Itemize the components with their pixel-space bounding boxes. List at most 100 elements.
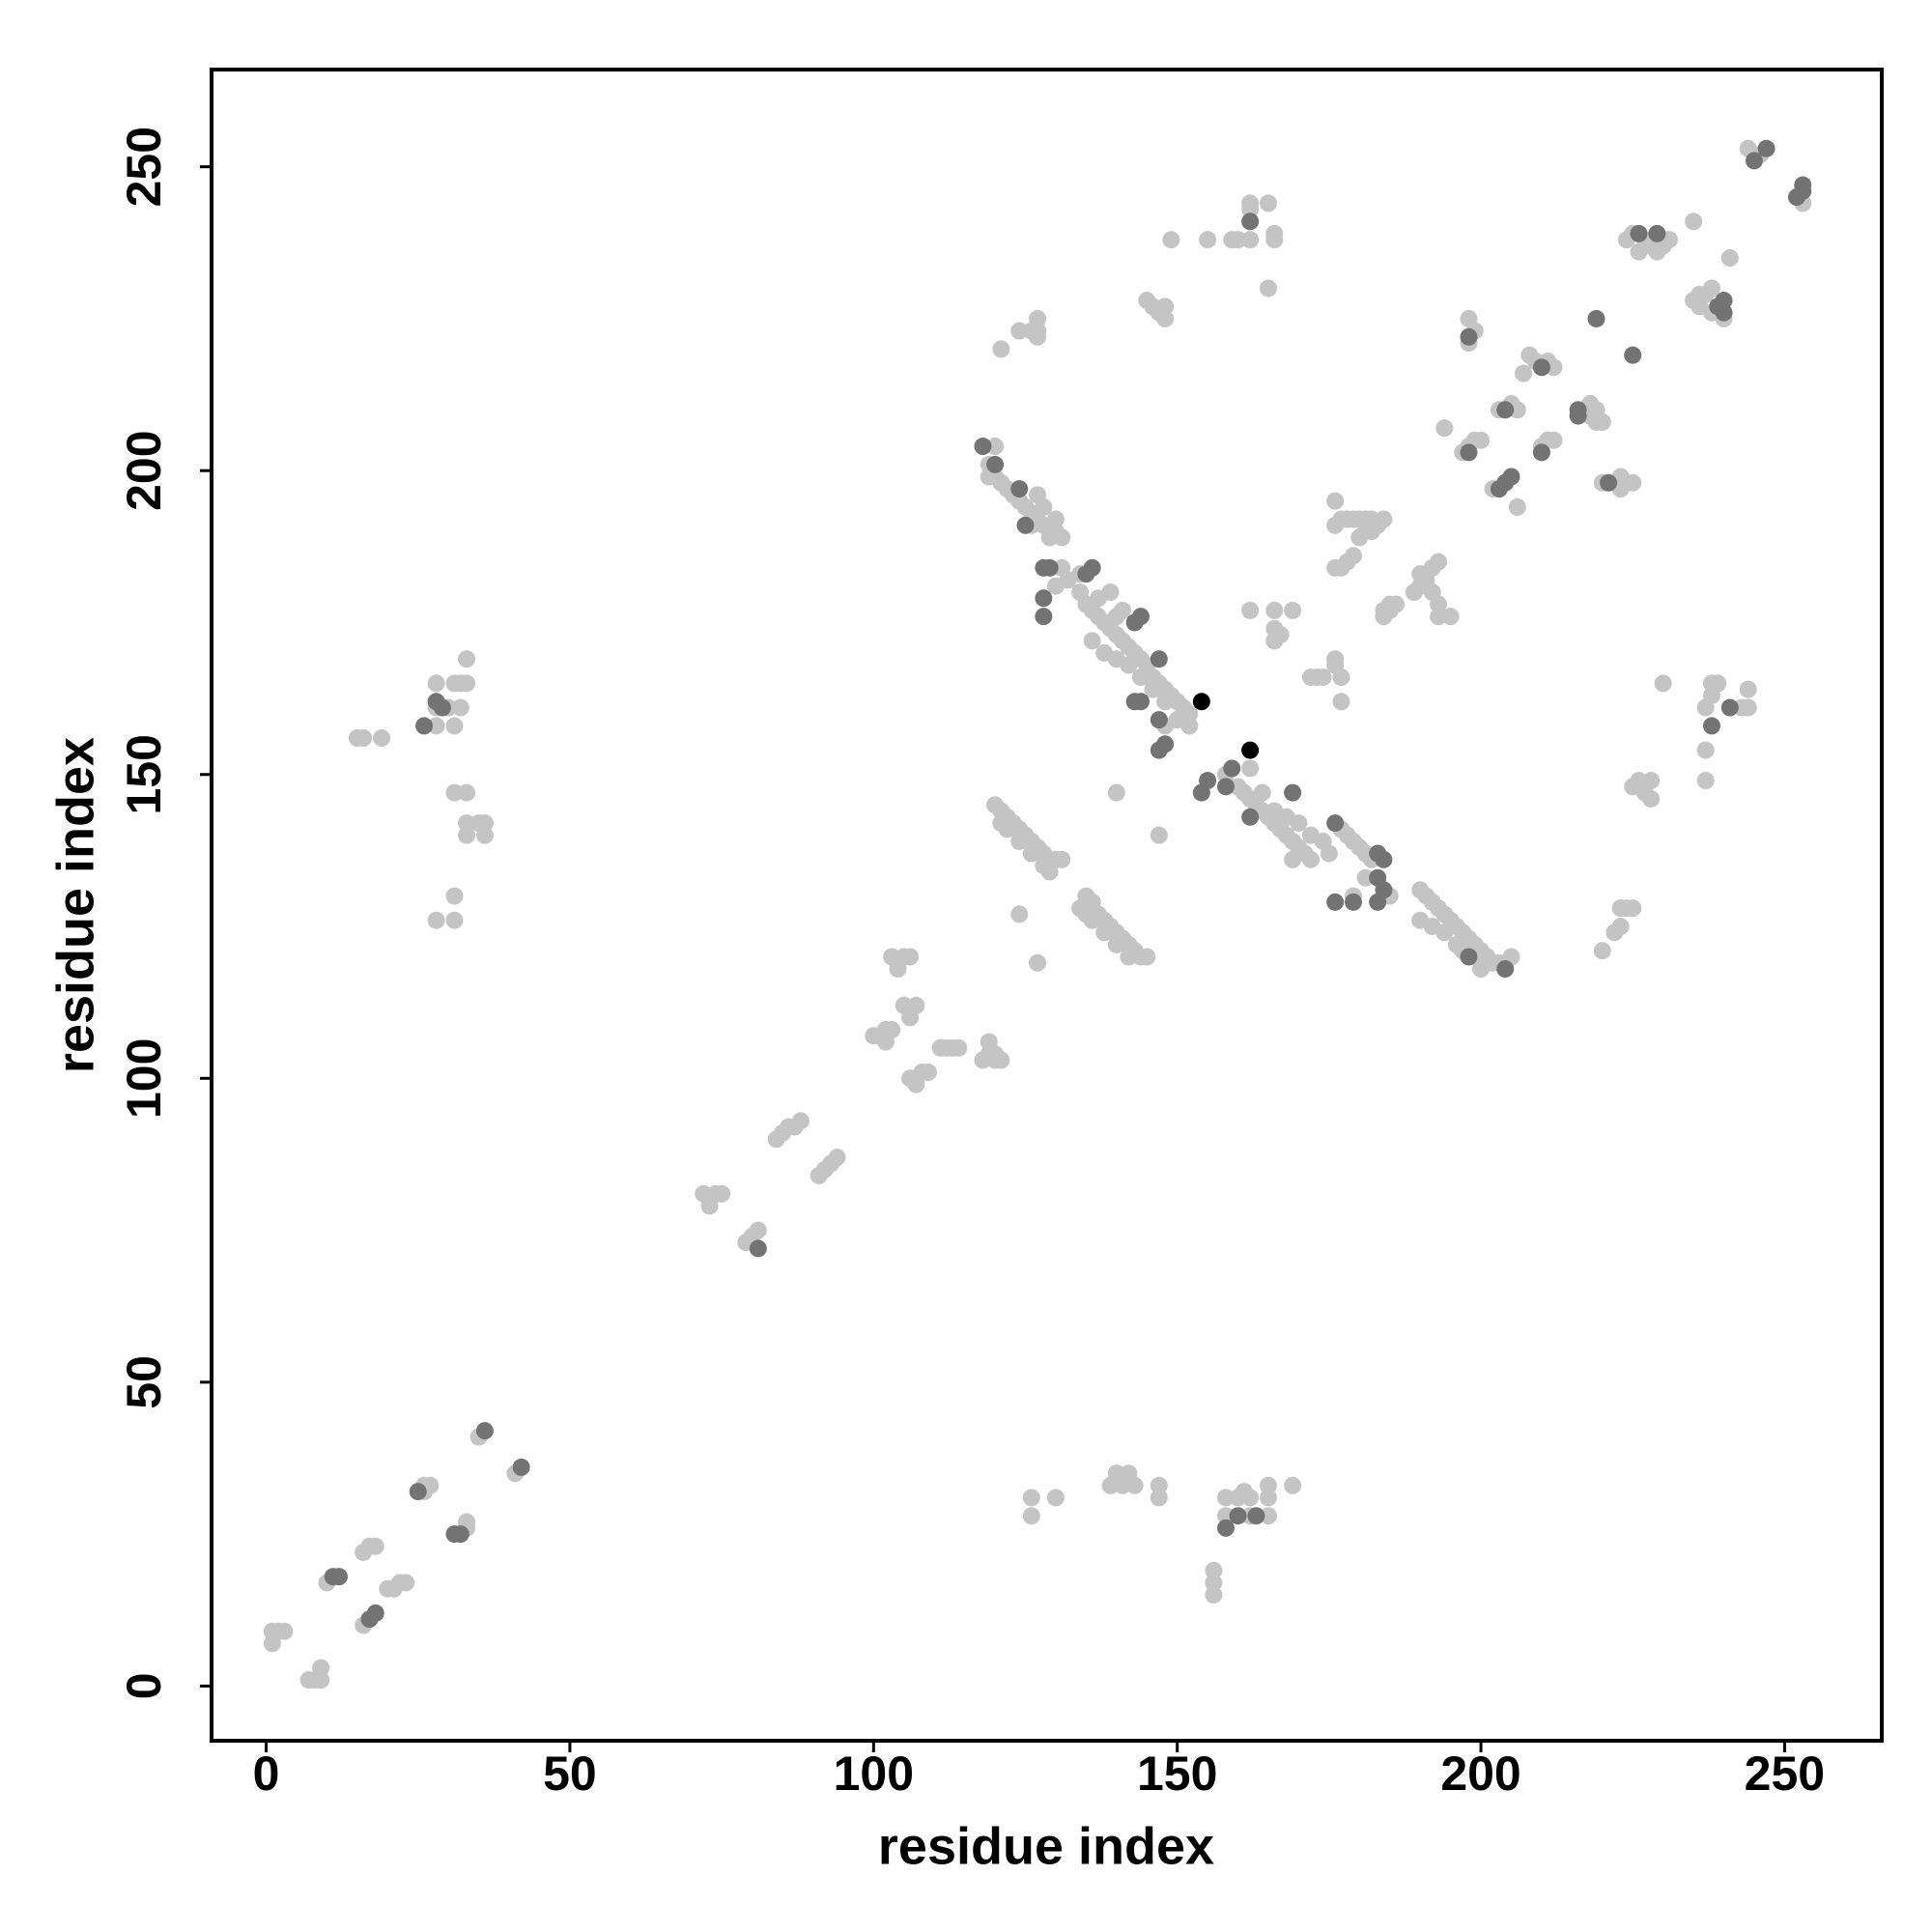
point: [458, 674, 476, 693]
point: [1114, 601, 1132, 619]
point: [1016, 516, 1035, 534]
point: [1326, 893, 1345, 911]
point: [1508, 497, 1526, 516]
point: [1040, 863, 1059, 881]
point: [1326, 650, 1345, 668]
point: [427, 911, 445, 929]
point: [749, 1221, 767, 1239]
point: [1314, 668, 1332, 687]
x-tick-label: 200: [1440, 1747, 1520, 1801]
point: [1532, 358, 1550, 377]
point: [1739, 680, 1757, 698]
point: [1029, 953, 1047, 972]
point: [1435, 419, 1454, 438]
point: [1241, 194, 1260, 213]
point: [1259, 1476, 1277, 1494]
point: [1150, 650, 1168, 668]
point: [1199, 772, 1217, 790]
point: [1472, 431, 1491, 449]
point: [950, 1038, 968, 1057]
point: [445, 911, 464, 929]
point: [409, 1483, 427, 1501]
point: [1199, 231, 1217, 249]
point: [1265, 224, 1284, 242]
point: [1460, 309, 1478, 327]
point: [1284, 783, 1302, 802]
point: [1241, 741, 1260, 759]
point: [1739, 698, 1757, 717]
point: [876, 1033, 895, 1051]
point: [1107, 935, 1125, 953]
point: [1715, 292, 1733, 310]
point: [355, 729, 373, 747]
point: [1241, 759, 1260, 778]
point: [919, 1064, 937, 1081]
point: [1345, 893, 1363, 911]
point: [1040, 558, 1059, 577]
point: [1430, 553, 1448, 571]
point: [1326, 492, 1345, 510]
point: [713, 1184, 731, 1203]
x-tick-label: 50: [543, 1747, 597, 1801]
point: [1624, 899, 1642, 918]
point: [1229, 1507, 1247, 1525]
point: [1332, 693, 1350, 711]
point: [1460, 443, 1478, 462]
point: [1654, 674, 1672, 693]
point: [1010, 832, 1029, 850]
point: [1241, 601, 1260, 619]
point: [1502, 468, 1520, 486]
point: [1702, 279, 1720, 298]
point: [312, 1671, 330, 1690]
y-tick-label: 150: [117, 734, 171, 814]
point: [1375, 510, 1393, 528]
x-axis-label: residue index: [878, 1817, 1214, 1875]
y-axis-label: residue index: [46, 737, 104, 1073]
point: [986, 438, 1005, 456]
point: [1120, 948, 1138, 966]
point: [312, 1659, 330, 1677]
point: [1642, 789, 1661, 808]
point: [1156, 693, 1175, 711]
point: [1150, 711, 1168, 729]
point: [1430, 595, 1448, 613]
point: [1253, 783, 1271, 802]
point: [1794, 176, 1812, 194]
y-tick-label: 250: [117, 127, 171, 207]
point: [1696, 772, 1715, 790]
point: [1077, 905, 1095, 923]
point: [1223, 759, 1241, 778]
point: [1545, 358, 1563, 377]
point: [458, 814, 476, 833]
point: [1107, 783, 1125, 802]
point: [1125, 1476, 1144, 1494]
point: [1162, 231, 1180, 249]
point: [1156, 298, 1175, 316]
point: [1205, 1586, 1223, 1605]
point: [1301, 850, 1320, 868]
point: [1715, 303, 1733, 322]
point: [1496, 960, 1515, 979]
point: [1131, 693, 1150, 711]
point: [275, 1622, 294, 1640]
point: [1271, 626, 1290, 644]
point: [1405, 583, 1423, 602]
point: [907, 1075, 925, 1094]
point: [1696, 741, 1715, 759]
point: [1241, 213, 1260, 231]
point: [1150, 826, 1168, 844]
point: [1059, 571, 1077, 589]
point: [1120, 656, 1138, 674]
point: [512, 1458, 530, 1476]
point: [1447, 935, 1465, 953]
point: [1114, 1476, 1132, 1494]
point: [1229, 231, 1247, 249]
point: [1035, 589, 1053, 608]
point: [1284, 850, 1302, 868]
point: [427, 693, 445, 711]
point: [458, 783, 476, 802]
point: [1702, 717, 1720, 735]
point: [992, 340, 1010, 358]
point: [445, 783, 464, 802]
